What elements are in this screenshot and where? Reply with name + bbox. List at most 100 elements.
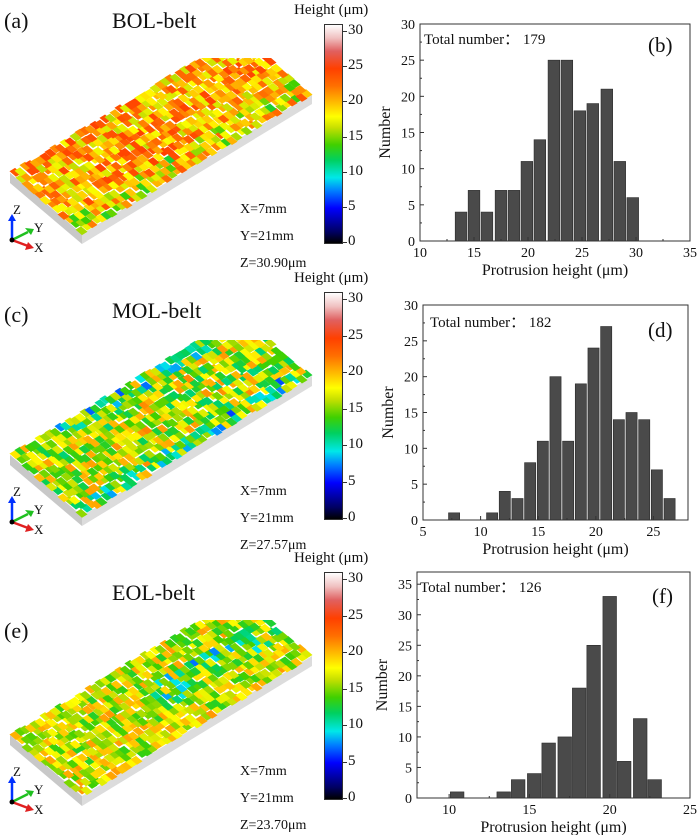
colorbar-tick-label: 20: [348, 363, 363, 380]
histogram-bar: [648, 780, 662, 798]
colorbar-tick-mark: [343, 172, 347, 173]
colorbar-tick-mark: [343, 652, 347, 653]
colorbar-tick-label: 15: [348, 680, 363, 697]
colorbar-tick-label: 25: [348, 327, 363, 344]
colorbar-tick-label: 5: [348, 473, 356, 490]
y-tick-label: 0: [405, 792, 412, 807]
colorbar-tick-label: 10: [348, 436, 363, 453]
plot-frame: [420, 24, 690, 241]
panel-label: (c): [4, 302, 28, 328]
histogram-bar: [537, 441, 548, 520]
histogram-bar: [548, 60, 560, 241]
y-tick-label: 20: [398, 670, 412, 685]
histogram-bar: [495, 190, 507, 241]
y-axis-label: Number: [380, 386, 397, 439]
dimension-y: Y=21mm: [240, 785, 306, 812]
y-tick-label: 0: [411, 514, 418, 529]
axis-label-x: X: [34, 240, 43, 256]
x-tick-label: 15: [531, 525, 545, 540]
colorbar-tick-mark: [343, 101, 347, 102]
histogram-bar: [588, 348, 599, 520]
colorbar-tick-mark: [343, 242, 347, 243]
histogram-bar: [497, 792, 511, 798]
colorbar-tick-label: 5: [348, 198, 356, 215]
x-tick-label: 20: [603, 803, 617, 818]
y-tick-label: 35: [398, 578, 412, 593]
colorbar: [324, 24, 343, 244]
y-tick-label: 30: [401, 18, 415, 33]
colorbar-tick-mark: [343, 579, 347, 580]
colorbar-tick-label: 25: [348, 607, 363, 624]
axis-label-y: Y: [34, 502, 43, 518]
y-tick-label: 10: [401, 163, 415, 178]
x-tick-label: 25: [646, 525, 660, 540]
total-number-annotation: Total number： 182: [430, 315, 551, 331]
dimension-y: Y=21mm: [240, 505, 306, 532]
histogram-bar: [575, 384, 586, 520]
belt-title: MOL-belt: [112, 298, 201, 324]
x-tick-label: 15: [467, 246, 481, 261]
axis-label-z: Z: [13, 484, 21, 500]
colorbar-tick-label: 0: [348, 233, 356, 250]
histogram-bar: [512, 499, 523, 521]
histogram-bar: [639, 420, 650, 520]
total-number-annotation: Total number： 126: [420, 580, 542, 596]
histogram-bar: [558, 737, 572, 798]
x-axis-label: Protrusion height (μm): [480, 819, 626, 835]
colorbar-tick-mark: [343, 482, 347, 483]
y-axis-label: Number: [374, 658, 391, 711]
y-tick-label: 30: [404, 299, 418, 314]
histogram-bar: [561, 60, 573, 241]
histogram-bar: [455, 212, 467, 241]
colorbar-tick-mark: [343, 725, 347, 726]
colorbar-tick-mark: [343, 31, 347, 32]
colorbar-tick-label: 5: [348, 753, 356, 770]
colorbar-tick-mark: [343, 616, 347, 617]
colorbar-tick-label: 0: [348, 509, 356, 526]
axis-label-y: Y: [34, 782, 43, 798]
histogram-bar: [614, 161, 626, 241]
y-tick-label: 5: [405, 761, 412, 776]
histogram-bar: [481, 212, 493, 241]
belt-title: EOL-belt: [112, 580, 195, 606]
belt-title: BOL-belt: [112, 8, 196, 34]
x-tick-label: 20: [589, 525, 603, 540]
dimension-x: X=7mm: [240, 758, 306, 785]
colorbar-tick-mark: [343, 207, 347, 208]
histogram-bar: [601, 327, 612, 521]
y-tick-label: 0: [408, 235, 415, 250]
histogram-bar: [572, 688, 586, 798]
x-tick-label: 20: [521, 246, 535, 261]
total-number-annotation: Total number： 179: [424, 32, 545, 48]
histogram-bar: [534, 140, 546, 241]
histogram-bar: [613, 420, 624, 520]
histogram-bar: [563, 441, 574, 520]
histogram-bar: [574, 111, 586, 241]
colorbar-tick-mark: [343, 336, 347, 337]
x-tick-label: 10: [413, 246, 427, 261]
colorbar-tick-label: 20: [348, 92, 363, 109]
colorbar-tick-mark: [343, 798, 347, 799]
panel-label: (d): [648, 318, 673, 342]
x-tick-label: 10: [474, 525, 488, 540]
colorbar-tick-mark: [343, 689, 347, 690]
histogram-bar: [651, 470, 662, 520]
colorbar-tick-mark: [343, 518, 347, 519]
colorbar-title: Height (μm): [294, 2, 368, 19]
colorbar-tick-mark: [343, 445, 347, 446]
colorbar-tick-mark: [343, 66, 347, 67]
histogram-bar: [508, 190, 520, 241]
axis-label-x: X: [34, 522, 43, 538]
y-tick-label: 5: [408, 199, 415, 214]
colorbar-title: Height (μm): [294, 270, 368, 287]
y-tick-label: 25: [404, 335, 418, 350]
x-axis-label: Protrusion height (μm): [482, 262, 628, 279]
colorbar-tick-label: 30: [348, 570, 363, 587]
y-tick-label: 10: [404, 442, 418, 457]
axis-label-x: X: [34, 802, 43, 818]
histogram-bar: [627, 198, 639, 241]
colorbar: [324, 292, 343, 520]
dimension-x: X=7mm: [240, 478, 306, 505]
